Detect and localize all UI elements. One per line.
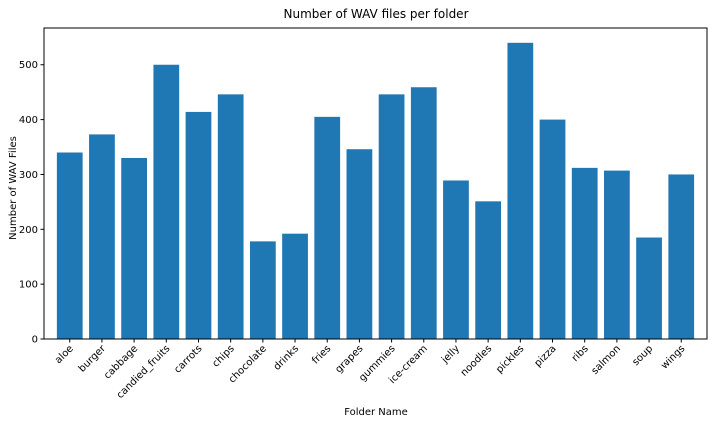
y-axis-label: Number of WAV Files <box>8 136 19 240</box>
plot-frame <box>43 27 708 340</box>
bar-wings <box>668 174 695 339</box>
x-tick-label: noodles <box>459 343 494 378</box>
x-tick-label: pickles <box>494 343 526 375</box>
x-tick-label: ribs <box>570 343 591 364</box>
bars-group <box>56 42 695 340</box>
bar-salmon <box>604 170 630 339</box>
bar-cabbage <box>121 157 147 339</box>
y-tick-label: 200 <box>19 225 38 236</box>
bar-fries <box>314 116 341 339</box>
x-tick-label: salmon <box>590 343 623 376</box>
bar-jelly <box>443 180 469 339</box>
x-tick-label: carrots <box>172 343 204 375</box>
bar-ribs <box>571 167 598 339</box>
bar-grapes <box>346 149 373 339</box>
y-tick-label: 100 <box>19 280 38 291</box>
bar-pickles <box>507 42 534 340</box>
x-tick-label: soup <box>630 343 655 368</box>
y-tick-label: 400 <box>19 115 38 126</box>
x-tick-label: pizza <box>533 343 559 369</box>
x-tick-label: chips <box>211 343 237 369</box>
bar-carrots <box>185 111 212 339</box>
y-tick-label: 0 <box>32 335 38 346</box>
x-tick-label: drinks <box>272 343 301 372</box>
x-axis-label: Folder Name <box>344 407 408 418</box>
x-tick-label: fries <box>310 343 333 366</box>
bar-candied_fruits <box>153 64 180 339</box>
y-tick-label: 500 <box>19 60 38 71</box>
bar-drinks <box>282 233 308 339</box>
bar-aloe <box>56 152 83 339</box>
bar-chips <box>217 94 244 340</box>
bar-ice-cream <box>410 87 437 340</box>
bar-chocolate <box>249 241 276 339</box>
x-tick-label: grapes <box>333 343 365 375</box>
x-tick-label: wings <box>659 343 687 371</box>
y-axis-ticks: 0 100 200 300 400 500 <box>19 60 44 346</box>
x-tick-label: burger <box>77 343 109 375</box>
bar-pizza <box>539 119 566 339</box>
bar-noodles <box>475 201 502 339</box>
bar-gummies <box>378 94 405 340</box>
chart-title: Number of WAV files per folder <box>284 7 469 21</box>
bar-soup <box>636 237 662 339</box>
x-tick-label: jelly <box>439 343 462 366</box>
x-tick-label: aloe <box>53 343 76 366</box>
y-tick-label: 300 <box>19 170 38 181</box>
bar-burger <box>89 134 115 339</box>
